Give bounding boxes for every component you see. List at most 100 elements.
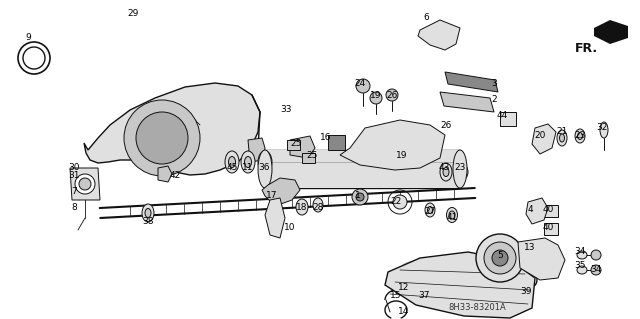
Circle shape — [386, 89, 398, 101]
Circle shape — [370, 92, 382, 104]
Circle shape — [393, 195, 407, 209]
Text: 35: 35 — [574, 262, 586, 271]
Text: 38: 38 — [142, 217, 154, 226]
Circle shape — [492, 250, 508, 266]
Ellipse shape — [577, 132, 582, 139]
Circle shape — [476, 234, 524, 282]
Polygon shape — [70, 168, 100, 200]
Polygon shape — [532, 124, 556, 154]
Text: 9: 9 — [25, 33, 31, 42]
Text: 16: 16 — [320, 133, 332, 143]
Text: 6: 6 — [423, 13, 429, 23]
Polygon shape — [302, 153, 315, 163]
Text: 32: 32 — [596, 123, 608, 132]
Circle shape — [124, 100, 200, 176]
Ellipse shape — [142, 204, 154, 222]
Polygon shape — [248, 138, 265, 162]
Circle shape — [356, 79, 370, 93]
Text: 14: 14 — [398, 308, 410, 316]
Polygon shape — [418, 20, 460, 50]
Ellipse shape — [145, 209, 151, 218]
Polygon shape — [265, 150, 460, 188]
Text: 8: 8 — [71, 203, 77, 211]
Polygon shape — [526, 198, 548, 224]
Circle shape — [356, 193, 364, 201]
Text: 43: 43 — [438, 164, 450, 173]
Text: 26: 26 — [440, 121, 452, 130]
Text: 36: 36 — [259, 164, 269, 173]
Ellipse shape — [559, 134, 564, 142]
Circle shape — [591, 265, 601, 275]
Circle shape — [75, 174, 95, 194]
Text: 2: 2 — [491, 95, 497, 105]
Ellipse shape — [459, 168, 465, 176]
Text: 40: 40 — [542, 224, 554, 233]
Text: 24: 24 — [355, 78, 365, 87]
Polygon shape — [84, 83, 260, 175]
Polygon shape — [518, 238, 565, 280]
Ellipse shape — [449, 211, 455, 219]
Text: 23: 23 — [454, 164, 466, 173]
Ellipse shape — [557, 130, 567, 146]
Polygon shape — [445, 72, 498, 92]
Ellipse shape — [262, 157, 269, 167]
Text: 41: 41 — [446, 213, 458, 222]
Circle shape — [591, 250, 601, 260]
Ellipse shape — [428, 206, 433, 213]
Text: 4: 4 — [527, 205, 533, 214]
Polygon shape — [544, 223, 558, 235]
Ellipse shape — [577, 251, 587, 259]
Ellipse shape — [443, 167, 449, 176]
Text: 42: 42 — [170, 170, 180, 180]
Ellipse shape — [456, 164, 468, 180]
Text: 25: 25 — [291, 138, 301, 147]
Ellipse shape — [244, 157, 252, 167]
Polygon shape — [262, 178, 300, 205]
Text: FR.: FR. — [575, 42, 598, 55]
Text: 37: 37 — [419, 292, 429, 300]
Polygon shape — [340, 120, 445, 170]
Polygon shape — [287, 140, 300, 150]
Text: 7: 7 — [71, 187, 77, 196]
Ellipse shape — [258, 151, 272, 173]
Text: 21: 21 — [556, 127, 568, 136]
Text: 18: 18 — [296, 203, 308, 211]
Text: 15: 15 — [390, 292, 402, 300]
Circle shape — [136, 112, 188, 164]
Ellipse shape — [225, 151, 239, 173]
Text: 3: 3 — [491, 78, 497, 87]
Circle shape — [484, 242, 516, 274]
Text: 25: 25 — [307, 151, 317, 160]
Text: 17: 17 — [266, 191, 278, 201]
Ellipse shape — [313, 198, 323, 212]
Ellipse shape — [241, 151, 255, 173]
Text: 1: 1 — [355, 191, 361, 201]
Ellipse shape — [228, 157, 236, 167]
Text: 19: 19 — [396, 151, 408, 160]
Polygon shape — [544, 205, 558, 217]
Text: 34: 34 — [590, 265, 602, 275]
Text: 45: 45 — [227, 164, 237, 173]
Text: 12: 12 — [398, 284, 410, 293]
Polygon shape — [594, 20, 628, 44]
Text: 5: 5 — [497, 250, 503, 259]
Text: 28: 28 — [312, 203, 324, 211]
Text: 44: 44 — [497, 112, 508, 121]
Text: 31: 31 — [68, 170, 80, 180]
Text: 10: 10 — [284, 224, 296, 233]
Text: 22: 22 — [390, 197, 402, 206]
Text: 19: 19 — [371, 92, 381, 100]
Ellipse shape — [440, 163, 452, 181]
Text: 33: 33 — [280, 105, 292, 114]
Text: 8H33-83201A: 8H33-83201A — [448, 303, 506, 313]
Ellipse shape — [453, 150, 467, 188]
Text: 23: 23 — [574, 130, 586, 139]
Text: 29: 29 — [127, 10, 139, 19]
Circle shape — [79, 178, 91, 190]
Text: 27: 27 — [424, 207, 436, 217]
Text: 30: 30 — [68, 164, 80, 173]
Text: 20: 20 — [534, 130, 546, 139]
Polygon shape — [290, 136, 315, 158]
Polygon shape — [440, 92, 494, 112]
Polygon shape — [385, 252, 535, 318]
